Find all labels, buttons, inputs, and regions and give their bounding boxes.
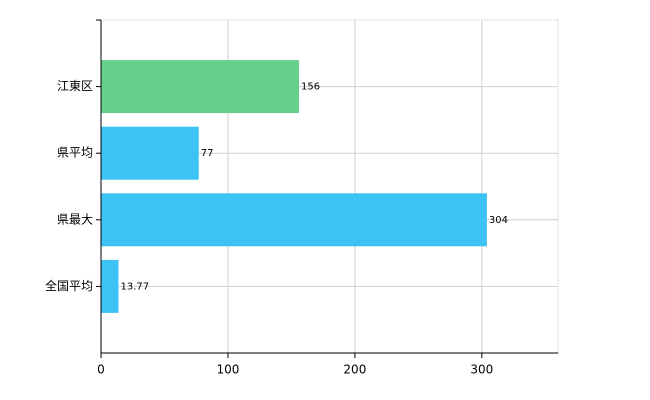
x-tick-label: 300	[470, 363, 493, 377]
value-label: 156	[301, 82, 320, 93]
bar	[101, 60, 300, 114]
value-label: 77	[201, 148, 214, 159]
value-label: 13.77	[120, 281, 149, 292]
y-tick-label: 江東区	[57, 79, 93, 93]
x-tick-label: 100	[216, 363, 239, 377]
y-tick-label: 県最大	[57, 212, 93, 226]
x-tick-label: 0	[97, 363, 105, 377]
value-label: 304	[489, 215, 508, 226]
x-tick-label: 200	[343, 363, 366, 377]
bar	[101, 193, 487, 247]
bar	[101, 126, 199, 180]
y-tick-label: 県平均	[57, 146, 93, 160]
y-tick-label: 全国平均	[45, 278, 93, 293]
bar	[101, 259, 119, 313]
